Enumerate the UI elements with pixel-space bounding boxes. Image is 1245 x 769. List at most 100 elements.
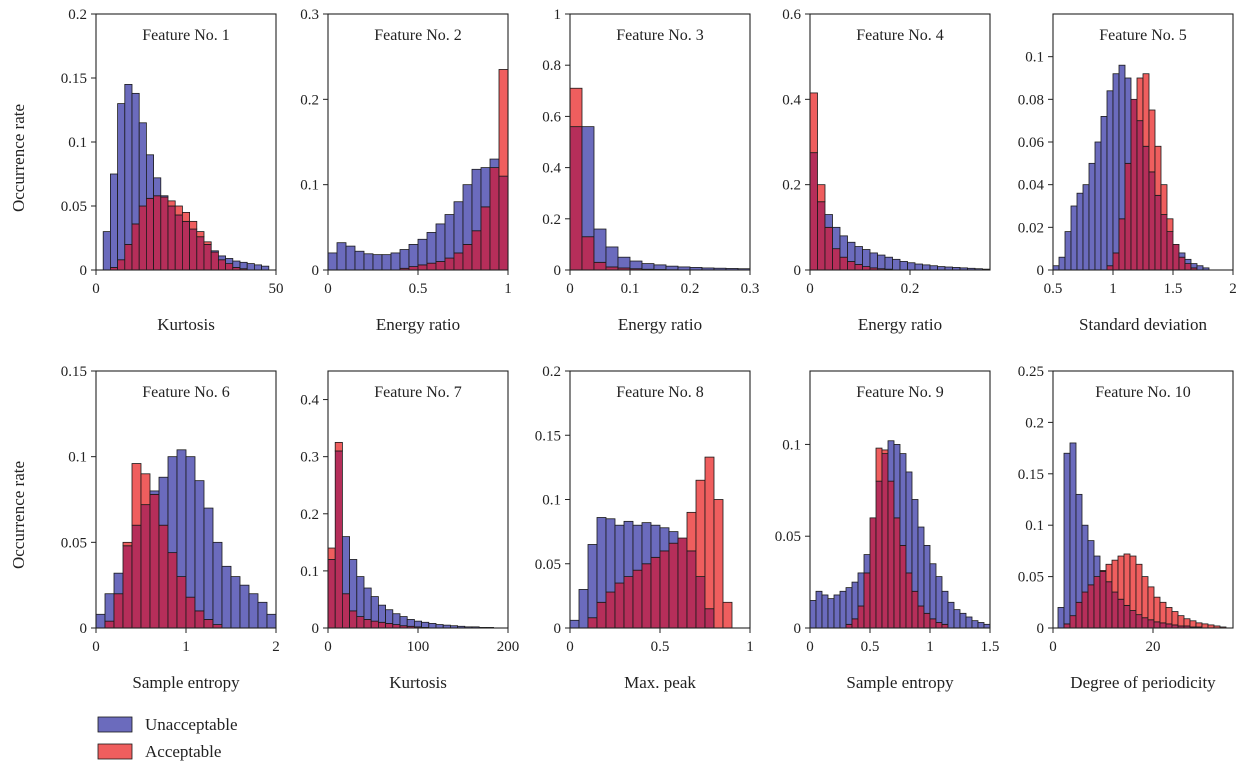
bars-panel-10 <box>1057 442 1227 628</box>
y-tick-label: 0.2 <box>782 178 801 194</box>
bar-unacceptable <box>821 594 829 628</box>
bar-unacceptable <box>839 235 848 258</box>
bar-acceptable <box>1154 145 1162 196</box>
x-tick-label: 0.5 <box>409 281 428 297</box>
bar-acceptable <box>1189 620 1197 628</box>
bar-unacceptable <box>581 126 595 238</box>
x-tick-label: 1 <box>746 639 754 655</box>
bar-overlap <box>668 542 679 628</box>
bar-overlap <box>863 572 871 628</box>
bar-overlap <box>875 480 883 628</box>
bar-overlap <box>596 601 607 628</box>
bar-unacceptable <box>632 524 643 571</box>
bar-acceptable <box>1111 559 1119 593</box>
bar-unacceptable <box>1064 231 1072 270</box>
bar-unacceptable <box>385 609 394 624</box>
y-tick-label: 0.1 <box>1025 50 1044 66</box>
bars-panel-8 <box>570 456 733 628</box>
bar-unacceptable <box>629 260 643 270</box>
bar-unacceptable <box>426 232 437 264</box>
bar-overlap <box>181 220 190 270</box>
bar-acceptable <box>167 200 176 207</box>
bar-overlap <box>203 243 212 270</box>
bar-unacceptable <box>417 238 428 266</box>
bar-unacceptable <box>971 620 979 628</box>
y-tick-label: 0.2 <box>300 92 319 108</box>
bar-unacceptable <box>1076 192 1084 270</box>
bars-panel-5 <box>1053 64 1210 270</box>
y-tick-label: 0 <box>80 263 88 279</box>
bar-unacceptable <box>614 524 625 584</box>
bar-unacceptable <box>1118 64 1126 220</box>
bar-overlap <box>1124 162 1132 270</box>
y-tick-label: 0 <box>794 621 802 637</box>
bar-overlap <box>1159 622 1167 628</box>
bar-overlap <box>140 504 151 628</box>
bar-unacceptable <box>349 559 358 612</box>
bar-overlap <box>189 228 198 270</box>
bar-unacceptable <box>1112 73 1120 254</box>
bar-overlap <box>1069 615 1077 628</box>
bar-overlap <box>899 544 907 628</box>
y-tick-label: 0.1 <box>300 564 319 580</box>
bar-overlap <box>659 550 670 628</box>
bar-unacceptable <box>421 621 430 628</box>
bars-panel-7 <box>328 441 494 628</box>
legend-swatch-acceptable <box>97 743 133 760</box>
bar-unacceptable <box>659 527 670 552</box>
bar-acceptable <box>1153 596 1161 623</box>
x-tick-label: 0 <box>566 639 574 655</box>
bar-unacceptable <box>737 268 750 270</box>
bar-unacceptable <box>929 563 937 620</box>
bar-overlap <box>641 563 652 628</box>
bar-unacceptable <box>354 250 365 270</box>
x-axis-label: Kurtosis <box>157 315 215 334</box>
bar-unacceptable <box>596 517 607 603</box>
bar-overlap <box>113 593 124 628</box>
bar-unacceptable <box>899 261 908 270</box>
bar-unacceptable <box>124 84 133 245</box>
bar-acceptable <box>328 547 336 560</box>
bar-overlap <box>131 223 140 270</box>
bar-overlap <box>605 591 616 628</box>
bar-unacceptable <box>372 254 383 270</box>
bar-acceptable <box>1148 109 1156 173</box>
x-tick-label: 0 <box>1049 639 1057 655</box>
bar-overlap <box>117 259 126 270</box>
bar-unacceptable <box>194 480 205 612</box>
bar-acceptable <box>1159 601 1167 624</box>
bar-overlap <box>817 201 826 270</box>
bar-acceptable <box>131 463 142 526</box>
bar-unacceptable <box>160 195 169 198</box>
bar-unacceptable <box>435 223 446 262</box>
bar-overlap <box>104 620 115 628</box>
bar-overlap <box>677 537 688 628</box>
y-axis-label-bottom: Occurrence rate <box>9 461 28 569</box>
bar-unacceptable <box>578 589 589 628</box>
bar-unacceptable <box>261 265 270 270</box>
bar-overlap <box>370 620 379 628</box>
y-tick-label: 0.2 <box>542 364 561 380</box>
bar-overlap <box>1123 604 1131 628</box>
bar-unacceptable <box>1075 493 1083 603</box>
x-axis-label: Sample entropy <box>132 673 240 692</box>
bar-unacceptable <box>869 252 878 269</box>
bar-overlap <box>917 605 925 628</box>
plot-frame <box>569 13 751 271</box>
bar-overlap <box>444 257 455 270</box>
bar-acceptable <box>1201 623 1209 628</box>
bar-overlap <box>839 256 848 270</box>
bar-overlap <box>893 517 901 628</box>
bar-overlap <box>847 261 856 270</box>
bar-overlap <box>507 252 508 270</box>
bar-overlap <box>145 197 154 270</box>
bar-overlap <box>1165 623 1173 628</box>
bar-overlap <box>435 261 446 270</box>
x-tick-label: 50 <box>269 281 284 297</box>
bar-unacceptable <box>1190 263 1198 269</box>
y-tick-label: 0.1 <box>68 450 87 466</box>
bar-unacceptable <box>399 249 410 269</box>
bar-unacceptable <box>947 601 955 628</box>
bar-overlap <box>196 236 205 270</box>
bar-unacceptable <box>665 265 679 270</box>
